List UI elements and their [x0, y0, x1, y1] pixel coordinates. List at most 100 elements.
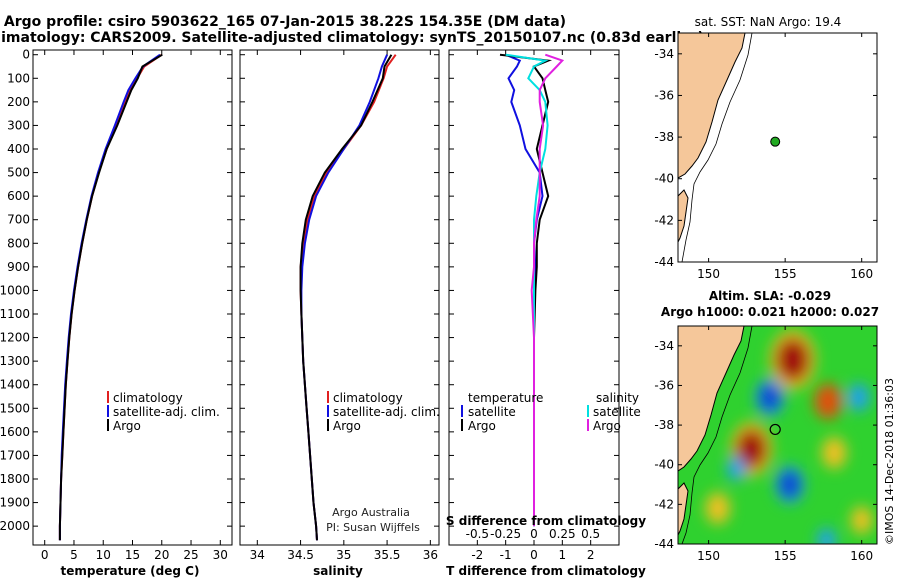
legend-swatch-climatology — [327, 391, 329, 403]
imos-timestamp: ©IMOS 14-Dec-2018 01:36:03 — [883, 378, 896, 545]
legend-sal-argo: Argo — [593, 419, 621, 433]
salinity-diff-tick-label: -0.25 — [490, 527, 521, 541]
legend-salinity-title: salinity — [596, 391, 639, 405]
coastline-land — [678, 33, 746, 179]
legend-swatch-argo — [107, 419, 109, 431]
argo-float-marker — [770, 136, 781, 147]
figure-title-line2: Climatology: CARS2009. Satellite-adjuste… — [0, 30, 704, 46]
salinity-depth-ticks — [240, 54, 439, 527]
difference-top-label: S difference from climatology — [446, 514, 646, 528]
lat-tick-label: -36 — [654, 378, 674, 392]
x-tick-label: 35 — [336, 548, 351, 562]
x-tick-label: 0 — [41, 548, 49, 562]
sla-anomaly-blob — [726, 456, 746, 481]
x-tick-label: -1 — [500, 548, 512, 562]
salinity-lines — [299, 54, 397, 541]
lat-tick-label: -44 — [654, 255, 674, 269]
legend-swatch-temp-argo — [461, 419, 463, 431]
lat-tick-label: -44 — [654, 537, 674, 551]
depth-tick-label: 1200 — [0, 331, 30, 345]
lat-tick-label: -38 — [654, 418, 674, 432]
sla-anomaly-blob — [775, 337, 810, 382]
difference-lines — [499, 53, 565, 527]
legend-swatch-temp-satellite — [461, 405, 463, 417]
x-tick-label: 20 — [154, 548, 169, 562]
depth-tick-label: 700 — [7, 213, 30, 227]
temperature-xlabel: temperature (deg C) — [61, 564, 200, 578]
legend-sal-satellite: satellite — [593, 405, 641, 419]
sla-map-frame — [677, 325, 878, 545]
x-tick-label: 34 — [250, 548, 265, 562]
sst-map-content — [678, 33, 781, 262]
depth-tick-label: 1100 — [0, 307, 30, 321]
temperature-axes-frame — [32, 49, 233, 546]
sst-map-panel: sat. SST: NaN Argo: 19.4 -34 -36 -38 -40 -42… — [654, 15, 878, 281]
sla-map-panel: Altim. SLA: -0.029 Argo h1000: 0.021 h20… — [654, 289, 879, 563]
legend-climatology: climatology — [113, 391, 183, 405]
difference-depth-ticks — [449, 54, 619, 527]
legend-climatology: climatology — [333, 391, 403, 405]
depth-tick-label: 1700 — [0, 448, 30, 462]
depth-tick-label: 400 — [7, 142, 30, 156]
salinity-difference-axis: -0.5 -0.25 0 0.25 0.5 — [466, 527, 601, 541]
depth-tick-label: 200 — [7, 95, 30, 109]
legend-temp-satellite: satellite — [468, 405, 516, 419]
sla-anomaly-blob — [779, 470, 801, 499]
temperature-panel: 0100200300400500600700800900100011001200… — [0, 48, 233, 578]
sla-anomaly-blob — [850, 506, 873, 535]
sla-shelf-contour — [681, 326, 753, 544]
lon-tick-label: 155 — [774, 549, 797, 563]
depth-tick-label: 300 — [7, 118, 30, 132]
sla-map-content — [678, 326, 877, 544]
sla-anomaly-blob — [817, 528, 836, 544]
series-line-argo — [299, 54, 393, 541]
legend-temperature-title: temperature — [468, 391, 543, 405]
temperature-legend: climatology satellite-adj. clim. Argo — [107, 391, 220, 433]
figure-title-line1: Argo profile: csiro 5903622_165 07-Jan-2… — [4, 14, 566, 30]
x-tick-label: 2 — [587, 548, 595, 562]
sla-map-axes: -34 -36 -38 -40 -42 -44 150 155 160 — [654, 326, 877, 563]
depth-tick-label: 1000 — [0, 283, 30, 297]
salinity-diff-tick-label: -0.5 — [466, 527, 489, 541]
lon-tick-label: 150 — [697, 549, 720, 563]
lat-tick-label: -38 — [654, 130, 674, 144]
lat-tick-label: -42 — [654, 213, 674, 227]
credit-pi: PI: Susan Wijffels — [326, 521, 420, 534]
legend-satellite: satellite-adj. clim. — [333, 405, 440, 419]
salinity-legend: climatology satellite-adj. clim. Argo — [327, 391, 440, 433]
depth-axis: 0 100 200 300 400 500 600 700 800 900 1000 1100 1200… — [0, 48, 232, 533]
x-tick-label: -2 — [471, 548, 483, 562]
credit-argo-australia: Argo Australia — [332, 506, 410, 519]
lat-tick-label: -40 — [654, 458, 674, 472]
x-tick-label: 30 — [213, 548, 228, 562]
x-tick-label: 35.5 — [374, 548, 401, 562]
lon-tick-label: 150 — [697, 267, 720, 281]
lat-tick-label: -36 — [654, 88, 674, 102]
sla-anomaly-blob — [821, 436, 847, 469]
legend-swatch-satellite — [327, 405, 329, 417]
depth-tick-label: 1500 — [0, 401, 30, 415]
legend-swatch-satellite — [107, 405, 109, 417]
lat-tick-label: -40 — [654, 172, 674, 186]
depth-tick-label: 1400 — [0, 378, 30, 392]
legend-swatch-climatology — [107, 391, 109, 403]
sla-anomaly-blob — [736, 429, 767, 469]
depth-tick-label: 1300 — [0, 354, 30, 368]
depth-tick-label: 1800 — [0, 472, 30, 486]
depth-tick-label: 0 — [22, 48, 30, 62]
sla-anomaly-blob — [705, 492, 731, 525]
x-tick-label: 36 — [423, 548, 438, 562]
series-line-argo — [58, 53, 163, 541]
depth-tick-label: 100 — [7, 71, 30, 85]
difference-x-axis: -2 -1 0 1 2 — [471, 50, 594, 562]
sla-float-marker — [769, 423, 781, 436]
salinity-axes-frame — [239, 49, 440, 546]
sla-coastline-land — [678, 326, 745, 472]
sla-map-title-line1: Altim. SLA: -0.029 — [709, 289, 831, 303]
difference-legend: temperature satellite Argo salinity sate… — [461, 391, 641, 433]
legend-swatch-argo — [327, 419, 329, 431]
difference-panel: -2 -1 0 1 2 T difference from climatology S … — [446, 49, 646, 578]
depth-tick-label: 600 — [7, 189, 30, 203]
